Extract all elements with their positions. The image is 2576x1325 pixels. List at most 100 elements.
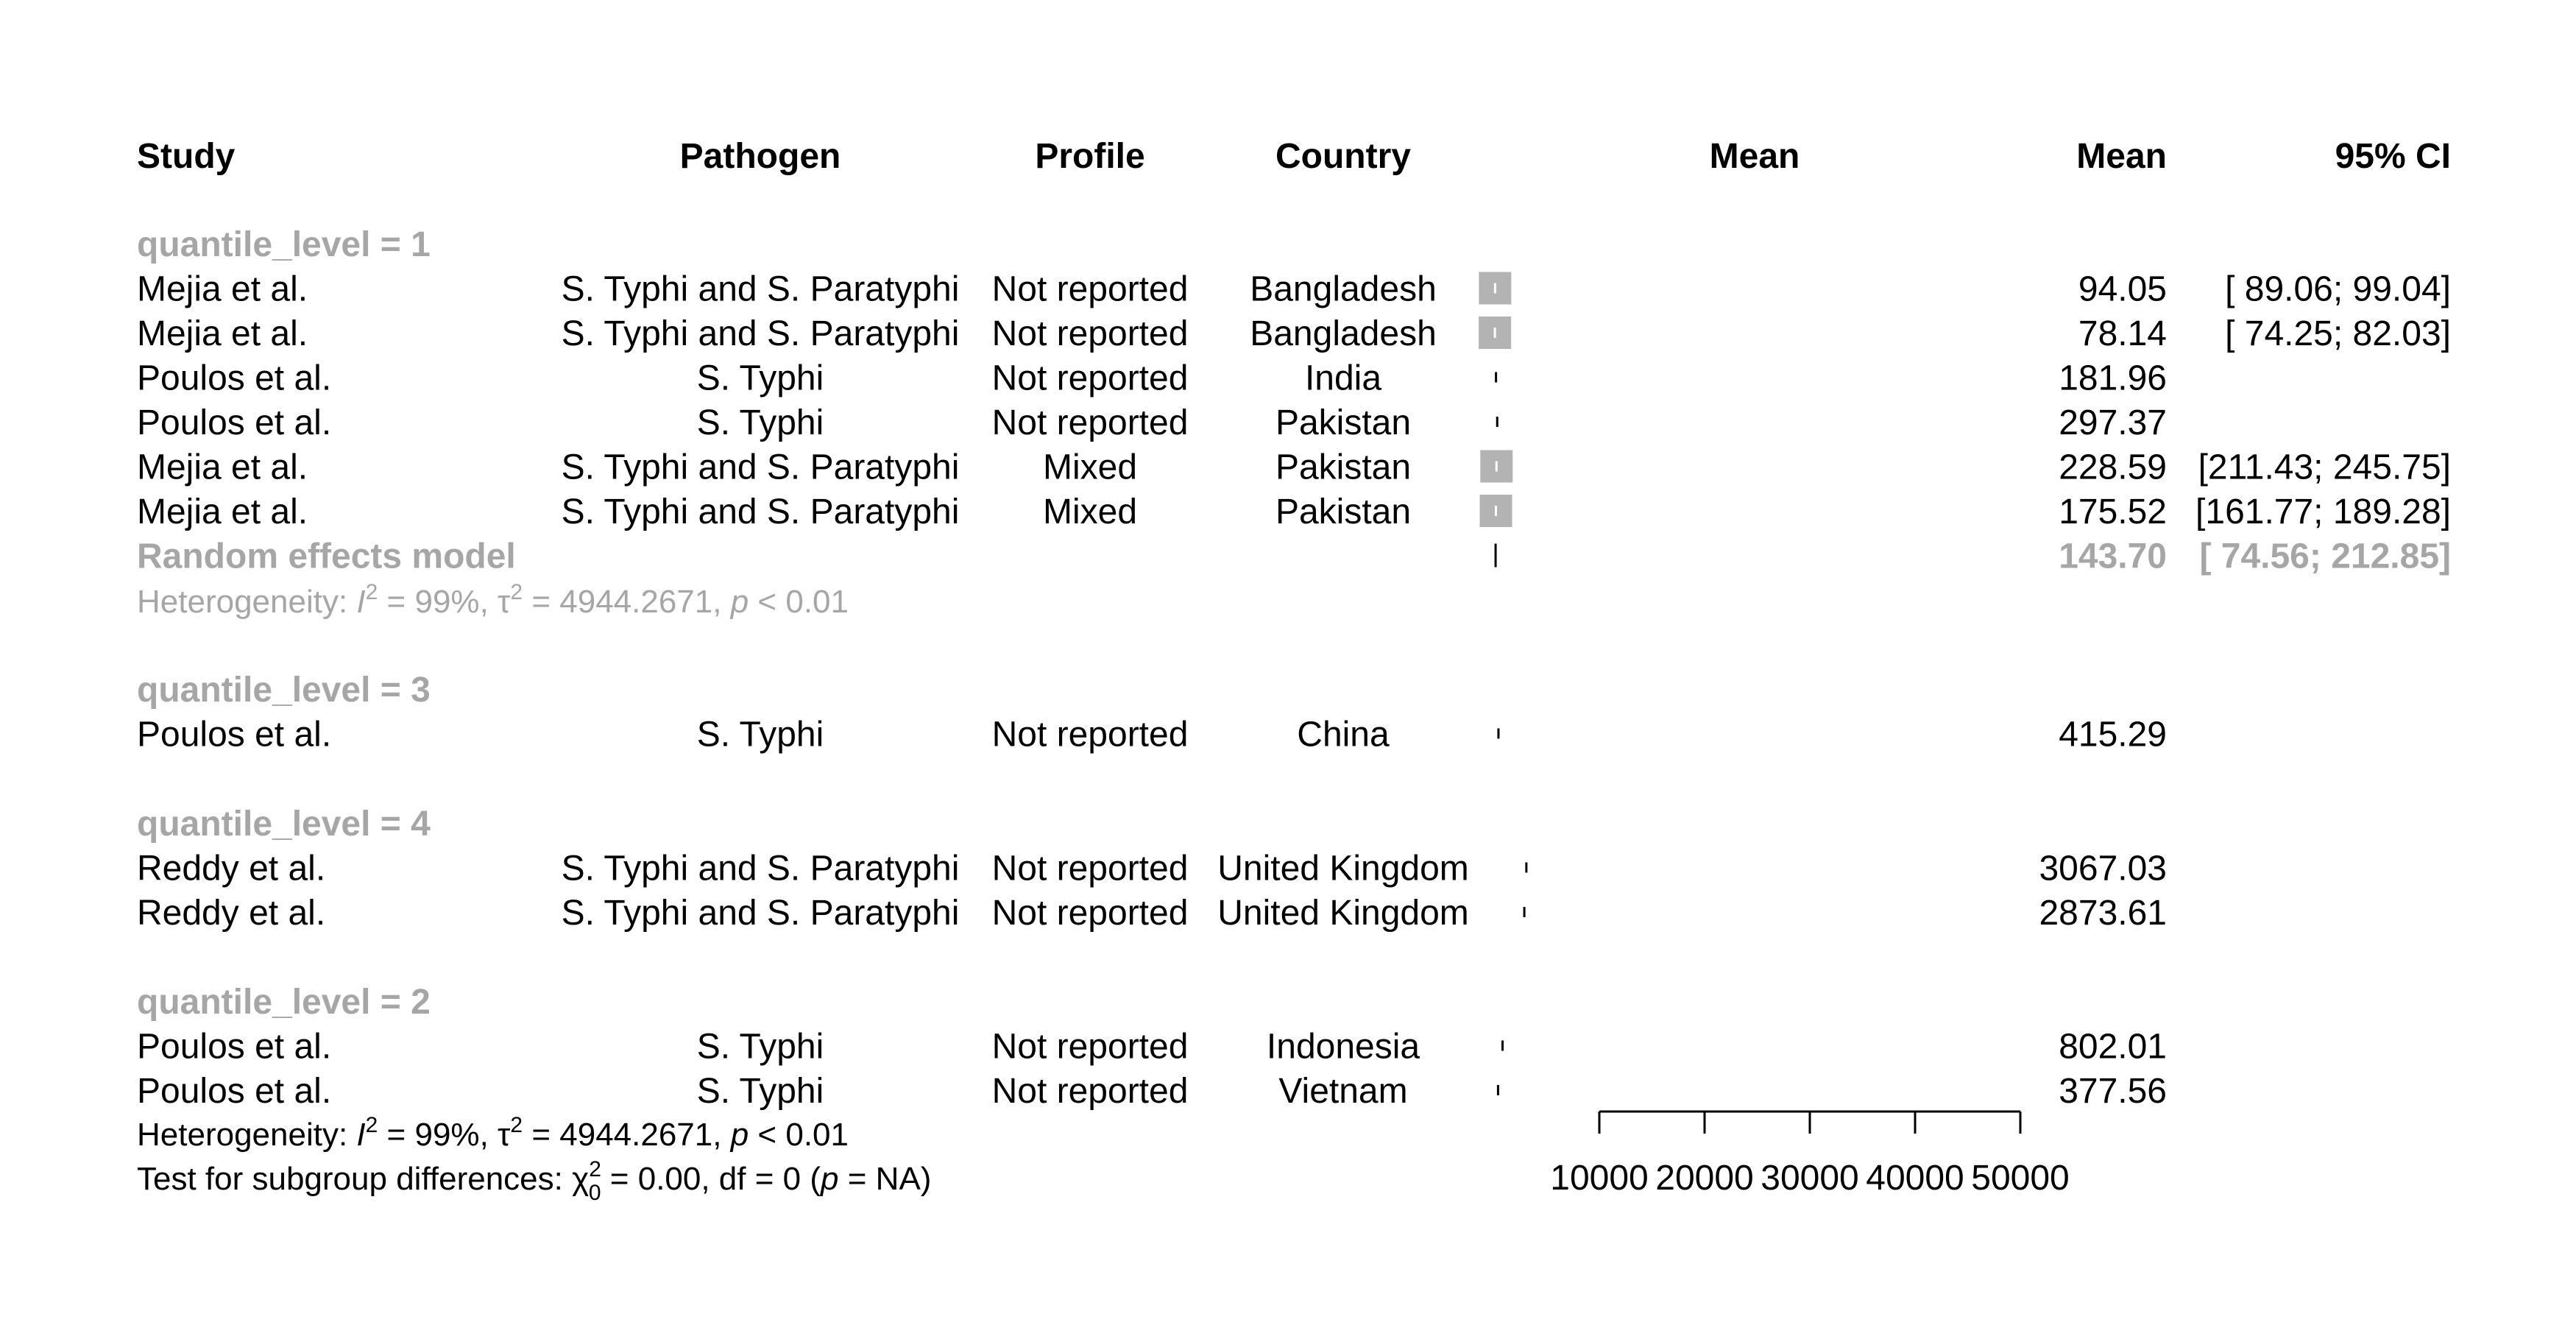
plot-marks [1479, 272, 1528, 1095]
pathogen: S. Typhi [697, 403, 824, 442]
mean-value: 297.37 [2059, 403, 2167, 442]
pathogen: S. Typhi [697, 1028, 824, 1067]
country: Pakistan [1275, 403, 1411, 442]
group-heterogeneity: Heterogeneity: I2 = 99%, τ2 = 4944.2671,… [137, 580, 849, 620]
header-profile: Profile [1035, 137, 1144, 176]
axis-tick-label: 40000 [1866, 1159, 1964, 1198]
profile: Not reported [992, 894, 1189, 933]
table-row: Reddy et al. S. Typhi and S. Paratyphi Not… [137, 849, 2167, 888]
axis-tick-label: 10000 [1550, 1159, 1648, 1198]
mean-value: 175.52 [2059, 492, 2167, 531]
study-name: Mejia et al. [137, 492, 308, 531]
header-country: Country [1275, 137, 1411, 176]
study-name: Poulos et al. [137, 359, 331, 398]
header-study: Study [137, 137, 236, 176]
table-row: Poulos et al. S. Typhi Not reported India 18… [137, 359, 2167, 398]
country: China [1297, 716, 1390, 755]
table-row: Mejia et al. S. Typhi and S. Paratyphi Not… [137, 314, 2451, 353]
subgroup-chi2: 0.00 [638, 1161, 701, 1197]
heterogeneity-value: < 0.01 [757, 584, 849, 620]
country: Bangladesh [1250, 314, 1437, 353]
mean-value: 2873.61 [2039, 894, 2167, 933]
ci-value: [ 89.06; 99.04] [2225, 270, 2451, 309]
group-label: quantile_level = 4 [137, 805, 431, 844]
pooled-ci: [ 74.56; 212.85] [2199, 537, 2451, 576]
pathogen: S. Typhi and S. Paratyphi [562, 894, 960, 933]
subgroup-df: 0 [783, 1161, 801, 1197]
profile: Not reported [992, 716, 1189, 755]
study-name: Poulos et al. [137, 403, 331, 442]
country: Indonesia [1267, 1028, 1420, 1067]
country: India [1305, 359, 1381, 398]
overall-tau2: 4944.2671 [559, 1117, 712, 1153]
profile: Not reported [992, 849, 1189, 888]
header-plot-mean: Mean [1710, 137, 1800, 176]
ci-value: [ 74.25; 82.03] [2225, 314, 2451, 353]
study-name: Mejia et al. [137, 448, 308, 487]
pooled-row: Random effects model 143.70 [ 74.56; 212.8… [137, 537, 2451, 576]
mean-value: 78.14 [2078, 314, 2167, 353]
pathogen: S. Typhi [697, 359, 824, 398]
mean-value: 228.59 [2059, 448, 2167, 487]
profile: Not reported [992, 1028, 1189, 1067]
study-name: Poulos et al. [137, 716, 331, 755]
profile: Not reported [992, 1072, 1189, 1111]
study-rows: quantile_level = 1 Mejia et al. S. Typhi a… [137, 225, 2451, 1111]
group-label: quantile_level = 3 [137, 671, 431, 710]
axis-tick-label: 20000 [1655, 1159, 1753, 1198]
profile: Not reported [992, 359, 1189, 398]
overall-p: < 0.01 [757, 1117, 849, 1153]
table-row: Poulos et al. S. Typhi Not reported Vietnam… [137, 1072, 2167, 1111]
group-label: quantile_level = 2 [137, 983, 431, 1022]
mean-value: 94.05 [2078, 270, 2167, 309]
heterogeneity-value: 99% [414, 584, 479, 620]
country: Bangladesh [1250, 270, 1437, 309]
study-name: Reddy et al. [137, 894, 325, 933]
table-row: Mejia et al. S. Typhi and S. Paratyphi Mix… [137, 448, 2451, 487]
mean-value: 802.01 [2059, 1028, 2167, 1067]
header-ci: 95% CI [2335, 137, 2451, 176]
mean-value: 181.96 [2059, 359, 2167, 398]
axis-tick-label: 30000 [1761, 1159, 1858, 1198]
profile: Not reported [992, 270, 1189, 309]
mean-value: 377.56 [2059, 1072, 2167, 1111]
study-name: Mejia et al. [137, 270, 308, 309]
profile: Not reported [992, 403, 1189, 442]
country: Pakistan [1275, 492, 1411, 531]
overall-i2: 99% [414, 1117, 479, 1153]
profile: Mixed [1043, 448, 1137, 487]
header-mean: Mean [2076, 137, 2167, 176]
study-name: Reddy et al. [137, 849, 325, 888]
pathogen: S. Typhi and S. Paratyphi [562, 314, 960, 353]
table-row: Mejia et al. S. Typhi and S. Paratyphi Mix… [137, 492, 2451, 531]
header-pathogen: Pathogen [680, 137, 841, 176]
x-axis: 10000 20000 30000 40000 50000 [1550, 1110, 2070, 1198]
pathogen: S. Typhi [697, 1072, 824, 1111]
pathogen: S. Typhi and S. Paratyphi [562, 448, 960, 487]
subgroup-test: Test for subgroup differences: χ2 0 = 0.0… [137, 1157, 931, 1205]
axis-tick-label: 50000 [1971, 1159, 2069, 1198]
study-name: Poulos et al. [137, 1028, 331, 1067]
table-row: Poulos et al. S. Typhi Not reported Pakista… [137, 403, 2167, 442]
mean-value: 415.29 [2059, 716, 2167, 755]
table-row: Poulos et al. S. Typhi Not reported China 41… [137, 716, 2167, 755]
mean-value: 3067.03 [2039, 849, 2167, 888]
profile: Mixed [1043, 492, 1137, 531]
pooled-label: Random effects model [137, 537, 516, 576]
pathogen: S. Typhi and S. Paratyphi [562, 492, 960, 531]
table-row: Reddy et al. S. Typhi and S. Paratyphi Not… [137, 894, 2167, 933]
overall-heterogeneity: Heterogeneity: I2 = 99%, τ2 = 4944.2671,… [137, 1113, 849, 1153]
heterogeneity-value: 4944.2671 [559, 584, 712, 620]
pathogen: S. Typhi and S. Paratyphi [562, 270, 960, 309]
country: Vietnam [1278, 1072, 1407, 1111]
group-label: quantile_level = 1 [137, 225, 431, 264]
ci-value: [161.77; 189.28] [2195, 492, 2451, 531]
pathogen: S. Typhi [697, 716, 824, 755]
pathogen: S. Typhi and S. Paratyphi [562, 849, 960, 888]
study-name: Poulos et al. [137, 1072, 331, 1111]
country: Pakistan [1275, 448, 1411, 487]
country: United Kingdom [1217, 894, 1469, 933]
pooled-mean: 143.70 [2059, 537, 2167, 576]
ci-value: [211.43; 245.75] [2198, 448, 2451, 487]
